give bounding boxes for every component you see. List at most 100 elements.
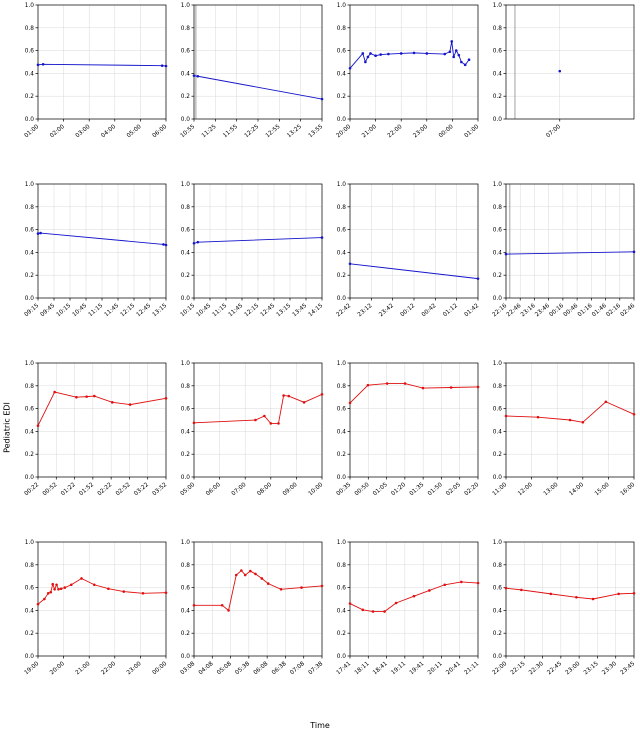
subplot-14: 0.00.20.40.60.81.003:08 04:08 05:08 05:38 06… [180, 540, 325, 677]
svg-text:21:00: 21:00 [75, 661, 92, 677]
svg-text:21:11: 21:11 [464, 661, 481, 677]
svg-text:05:00: 05:00 [180, 482, 197, 498]
y-axis-ticks: 0.0 0.2 0.4 0.6 0.8 1.0 [493, 361, 506, 481]
svg-text:06:00: 06:00 [152, 124, 169, 140]
svg-text:11:15: 11:15 [212, 303, 229, 319]
y-axis-label: Pediatric EDI [2, 402, 12, 453]
data-line [349, 383, 479, 404]
svg-text:07:38: 07:38 [308, 661, 325, 677]
svg-text:0.6: 0.6 [493, 49, 503, 55]
svg-text:01:50: 01:50 [427, 482, 444, 498]
svg-text:20:00: 20:00 [336, 124, 353, 140]
svg-text:13:15: 13:15 [276, 303, 293, 319]
svg-text:0.6: 0.6 [181, 586, 191, 592]
gridlines [193, 183, 323, 299]
svg-text:22:45: 22:45 [546, 661, 563, 677]
svg-text:0.0: 0.0 [181, 654, 191, 660]
svg-text:00:00: 00:00 [152, 661, 169, 677]
svg-text:0.2: 0.2 [493, 452, 503, 458]
data-markers [192, 74, 324, 101]
svg-text:00:46: 00:46 [563, 303, 580, 319]
svg-text:09:45: 09:45 [40, 303, 57, 319]
data-line [37, 232, 167, 246]
svg-text:0.4: 0.4 [181, 429, 191, 435]
svg-text:23:42: 23:42 [378, 303, 395, 319]
svg-text:07:08: 07:08 [289, 661, 306, 677]
svg-text:00:52: 00:52 [42, 482, 59, 498]
svg-text:07:00: 07:00 [231, 482, 248, 498]
data-markers [348, 382, 480, 405]
y-axis-ticks: 0.0 0.2 0.4 0.6 0.8 1.0 [337, 182, 350, 302]
svg-text:02:00: 02:00 [49, 124, 66, 140]
data-line [349, 581, 479, 612]
svg-text:10:45: 10:45 [72, 303, 89, 319]
svg-text:20:41: 20:41 [445, 661, 462, 677]
svg-text:22:00: 22:00 [387, 124, 404, 140]
plot-border [349, 4, 479, 120]
svg-text:0.4: 0.4 [25, 608, 35, 614]
svg-text:0.6: 0.6 [25, 586, 35, 592]
svg-text:00:35: 00:35 [336, 482, 353, 498]
svg-text:0.8: 0.8 [493, 563, 503, 569]
svg-text:0.4: 0.4 [181, 608, 191, 614]
svg-text:0.4: 0.4 [493, 429, 503, 435]
data-markers [558, 69, 562, 73]
svg-text:05:00: 05:00 [126, 124, 143, 140]
data-line [37, 63, 167, 67]
svg-text:12:00: 12:00 [517, 482, 534, 498]
svg-text:12:15: 12:15 [120, 303, 137, 319]
svg-text:1.0: 1.0 [25, 540, 35, 546]
x-axis-ticks: 07:00 [545, 119, 562, 139]
svg-text:1.0: 1.0 [493, 540, 503, 546]
svg-text:14:15: 14:15 [308, 303, 325, 319]
svg-text:00:12: 00:12 [400, 303, 417, 319]
svg-text:0.4: 0.4 [493, 608, 503, 614]
svg-text:03:22: 03:22 [133, 482, 150, 498]
svg-text:1.0: 1.0 [181, 182, 191, 188]
svg-text:02:46: 02:46 [620, 303, 637, 319]
svg-text:23:45: 23:45 [620, 661, 637, 677]
gridlines [37, 183, 167, 299]
x-axis-ticks: 17:41 18:11 18:41 19:11 19:41 20:11 20:41 21:11 [336, 656, 481, 676]
svg-text:0.2: 0.2 [181, 631, 191, 637]
x-axis-ticks: 22:00 22:15 22:30 22:45 23:00 23:15 23:30 23:45 [492, 656, 637, 676]
svg-text:0.4: 0.4 [337, 608, 347, 614]
svg-text:15:00: 15:00 [594, 482, 611, 498]
svg-text:0.8: 0.8 [337, 563, 347, 569]
svg-text:1.0: 1.0 [337, 361, 347, 367]
data-line [349, 41, 470, 69]
svg-text:16:00: 16:00 [620, 482, 637, 498]
svg-text:01:42: 01:42 [464, 303, 481, 319]
y-axis-ticks: 0.0 0.2 0.4 0.6 0.8 1.0 [25, 3, 38, 123]
y-axis-ticks: 0.0 0.2 0.4 0.6 0.8 1.0 [181, 361, 194, 481]
plot-border [505, 362, 635, 478]
svg-text:23:30: 23:30 [601, 661, 618, 677]
svg-text:0.6: 0.6 [337, 407, 347, 413]
svg-text:00:00: 00:00 [438, 124, 455, 140]
svg-text:0.8: 0.8 [25, 205, 35, 211]
data-markers [36, 62, 168, 68]
svg-text:13:45: 13:45 [292, 303, 309, 319]
svg-text:11:25: 11:25 [201, 124, 218, 140]
svg-text:0.4: 0.4 [181, 71, 191, 77]
svg-text:00:22: 00:22 [24, 482, 41, 498]
gridlines [505, 183, 635, 299]
svg-text:12:15: 12:15 [244, 303, 261, 319]
svg-text:10:15: 10:15 [56, 303, 73, 319]
gridlines [37, 362, 167, 478]
svg-text:0.6: 0.6 [493, 407, 503, 413]
plot-border [505, 541, 635, 657]
svg-text:23:00: 23:00 [565, 661, 582, 677]
svg-text:0.8: 0.8 [181, 26, 191, 32]
svg-text:06:08: 06:08 [253, 661, 270, 677]
svg-text:01:12: 01:12 [442, 303, 459, 319]
svg-text:0.8: 0.8 [337, 384, 347, 390]
subplot-5: 0.00.20.40.60.81.009:15 09:45 10:15 10:45 11… [24, 182, 169, 319]
svg-text:12:55: 12:55 [265, 124, 282, 140]
svg-text:04:00: 04:00 [100, 124, 117, 140]
svg-text:0.0: 0.0 [493, 475, 503, 481]
svg-text:1.0: 1.0 [181, 3, 191, 9]
svg-text:12:45: 12:45 [136, 303, 153, 319]
svg-text:0.6: 0.6 [25, 49, 35, 55]
